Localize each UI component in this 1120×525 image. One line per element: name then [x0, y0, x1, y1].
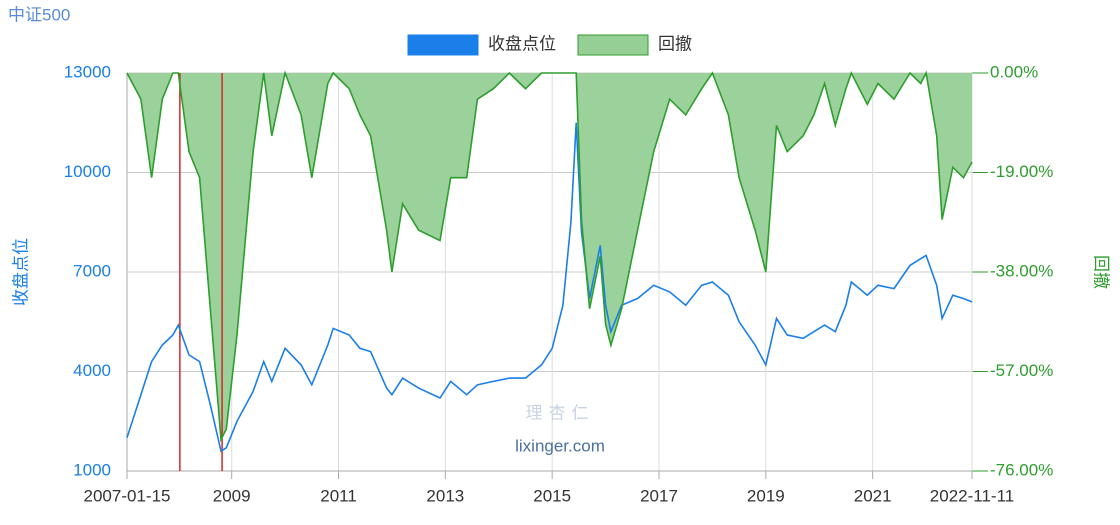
y-axis-label: 收盘点位	[11, 238, 30, 306]
line	[126, 122, 973, 453]
x-tick-label: 2022-11-11	[930, 486, 1014, 505]
x-tick-label: 2013	[426, 486, 464, 505]
y-tick-label: 1000	[73, 460, 111, 479]
y2-tick-label: -19.00%	[990, 162, 1053, 181]
x-tick-label: 2017	[640, 486, 678, 505]
legend-label: 回撤	[658, 34, 692, 53]
y2-tick-label: -38.00%	[990, 261, 1053, 280]
watermark-logo: 理杏仁	[526, 403, 595, 422]
line	[126, 70, 973, 443]
y2-axis-label: 回撤	[1092, 255, 1111, 289]
y2-tick-label: -57.00%	[990, 361, 1053, 380]
x-tick-label: 2019	[747, 486, 785, 505]
watermark-url: lixinger.com	[515, 436, 605, 455]
legend-swatch	[577, 34, 649, 56]
legend-swatch	[407, 34, 479, 56]
y2-tick-label: 0.00%	[990, 62, 1038, 81]
x-tick-label: 2007-01-15	[84, 486, 171, 505]
x-tick-label: 2021	[854, 486, 892, 505]
x-tick-label: 2009	[213, 486, 251, 505]
chart-title: 中证500	[8, 5, 70, 24]
area	[127, 73, 972, 440]
x-tick-label: 2011	[320, 486, 357, 505]
y-tick-label: 13000	[64, 62, 111, 81]
y-tick-label: 7000	[73, 261, 111, 280]
y-tick-label: 4000	[73, 361, 111, 380]
legend-label: 收盘点位	[488, 34, 556, 53]
x-tick-label: 2015	[533, 486, 571, 505]
y-tick-label: 10000	[64, 162, 111, 181]
y2-tick-label: -76.00%	[990, 460, 1053, 479]
